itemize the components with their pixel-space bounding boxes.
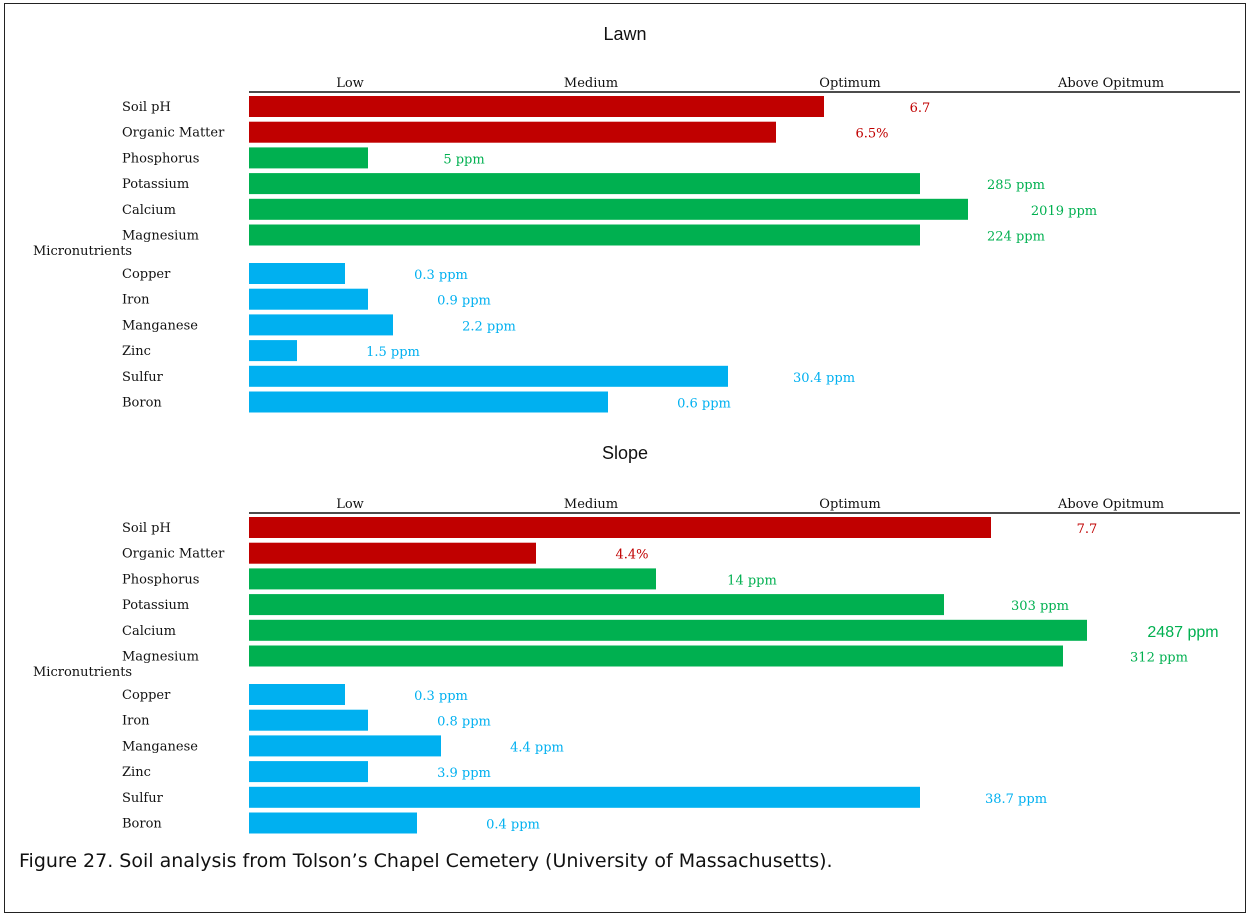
lawn-value-label-soil-ph: 6.7	[910, 101, 931, 116]
slope-level-label: Medium	[564, 497, 618, 512]
slope-row-label-zinc: Zinc	[122, 765, 151, 780]
lawn-value-label-copper: 0.3 ppm	[414, 268, 468, 283]
lawn-bar-manganese	[249, 314, 393, 336]
lawn-value-label-iron: 0.9 ppm	[437, 294, 491, 309]
slope-row-label-calcium: Calcium	[122, 624, 176, 639]
lawn-bar-iron	[249, 288, 368, 310]
lawn-value-label-zinc: 1.5 ppm	[366, 345, 420, 360]
lawn-row-label-copper: Copper	[122, 267, 171, 282]
slope-bar-magnesium	[249, 645, 1063, 667]
lawn-bar-potassium	[249, 173, 920, 195]
lawn-level-label: Low	[336, 76, 364, 91]
slope-value-label-potassium: 303 ppm	[1011, 599, 1069, 614]
slope-value-label-boron: 0.4 ppm	[486, 818, 540, 833]
lawn-bar-calcium	[249, 198, 968, 220]
lawn-level-label: Optimum	[819, 76, 880, 91]
slope-value-label-manganese: 4.4 ppm	[510, 740, 564, 755]
slope-micronutrients-label: Micronutrients	[33, 665, 132, 680]
lawn-row-label-soil-ph: Soil pH	[122, 100, 171, 115]
lawn-row-label-phosphorus: Phosphorus	[122, 151, 199, 166]
lawn-bar-boron	[249, 391, 608, 413]
lawn-value-label-manganese: 2.2 ppm	[462, 319, 516, 334]
slope-row-label-manganese: Manganese	[122, 739, 198, 754]
slope-row-label-potassium: Potassium	[122, 598, 189, 613]
slope-row-label-phosphorus: Phosphorus	[122, 572, 199, 587]
lawn-level-label: Medium	[564, 76, 618, 91]
lawn-value-label-magnesium: 224 ppm	[987, 230, 1045, 245]
lawn-row-label-iron: Iron	[122, 293, 150, 308]
slope-value-label-soil-ph: 7.7	[1077, 522, 1098, 537]
lawn-value-label-boron: 0.6 ppm	[677, 397, 731, 412]
slope-bar-calcium	[249, 619, 1087, 641]
lawn-value-label-phosphorus: 5 ppm	[443, 152, 484, 167]
slope-chart-title: Slope	[602, 443, 648, 463]
lawn-bar-soil-ph	[249, 96, 824, 117]
slope-bar-zinc	[249, 761, 368, 783]
lawn-value-label-potassium: 285 ppm	[987, 178, 1045, 193]
slope-bar-organic-matter	[249, 542, 536, 564]
slope-value-label-phosphorus: 14 ppm	[727, 573, 777, 588]
slope-row-label-copper: Copper	[122, 688, 171, 703]
slope-row-label-boron: Boron	[122, 817, 162, 832]
lawn-bar-copper	[249, 263, 345, 284]
slope-row-label-iron: Iron	[122, 714, 150, 729]
slope-value-label-iron: 0.8 ppm	[437, 715, 491, 730]
slope-value-label-copper: 0.3 ppm	[414, 689, 468, 704]
figure-caption: Figure 27. Soil analysis from Tolson’s C…	[19, 850, 833, 872]
lawn-row-label-magnesium: Magnesium	[122, 229, 199, 244]
lawn-value-label-sulfur: 30.4 ppm	[793, 371, 855, 386]
lawn-value-label-calcium: 2019 ppm	[1031, 204, 1097, 219]
slope-row-label-organic-matter: Organic Matter	[122, 547, 225, 562]
slope-bar-iron	[249, 709, 368, 731]
lawn-bar-sulfur	[249, 365, 728, 387]
lawn-bar-zinc	[249, 340, 297, 362]
slope-bar-sulfur	[249, 786, 920, 808]
slope-value-label-calcium: 2487 ppm	[1147, 624, 1218, 641]
lawn-bar-phosphorus	[249, 147, 368, 169]
lawn-row-label-sulfur: Sulfur	[122, 370, 164, 385]
lawn-row-label-organic-matter: Organic Matter	[122, 126, 225, 141]
slope-bar-potassium	[249, 594, 944, 616]
lawn-chart-title: Lawn	[603, 24, 646, 44]
figure-frame: Lawn Low Medium Optimum Above Opitmum Soil pH…	[4, 3, 1246, 913]
soil-analysis-chart: Lawn Low Medium Optimum Above Opitmum Soil pH…	[33, 24, 1240, 834]
slope-bar-phosphorus	[249, 568, 656, 590]
lawn-bar-magnesium	[249, 224, 920, 246]
slope-bar-copper	[249, 684, 345, 705]
lawn-row-label-calcium: Calcium	[122, 203, 176, 218]
slope-row-label-magnesium: Magnesium	[122, 650, 199, 665]
lawn-row-label-manganese: Manganese	[122, 318, 198, 333]
lawn-value-label-organic-matter: 6.5%	[855, 127, 888, 142]
slope-row-label-sulfur: Sulfur	[122, 791, 164, 806]
slope-level-label: Above Opitmum	[1057, 497, 1164, 512]
slope-bar-manganese	[249, 735, 441, 757]
lawn-row-label-potassium: Potassium	[122, 177, 189, 192]
lawn-level-label: Above Opitmum	[1057, 76, 1164, 91]
slope-value-label-magnesium: 312 ppm	[1130, 651, 1188, 666]
slope-value-label-zinc: 3.9 ppm	[437, 766, 491, 781]
slope-value-label-sulfur: 38.7 ppm	[985, 792, 1047, 807]
slope-value-label-organic-matter: 4.4%	[615, 548, 648, 563]
lawn-row-label-boron: Boron	[122, 396, 162, 411]
slope-bar-soil-ph	[249, 517, 991, 538]
slope-bar-boron	[249, 812, 417, 834]
lawn-bar-organic-matter	[249, 121, 776, 143]
lawn-micronutrients-label: Micronutrients	[33, 244, 132, 259]
slope-level-label: Optimum	[819, 497, 880, 512]
lawn-row-label-zinc: Zinc	[122, 344, 151, 359]
slope-row-label-soil-ph: Soil pH	[122, 521, 171, 536]
slope-level-label: Low	[336, 497, 364, 512]
